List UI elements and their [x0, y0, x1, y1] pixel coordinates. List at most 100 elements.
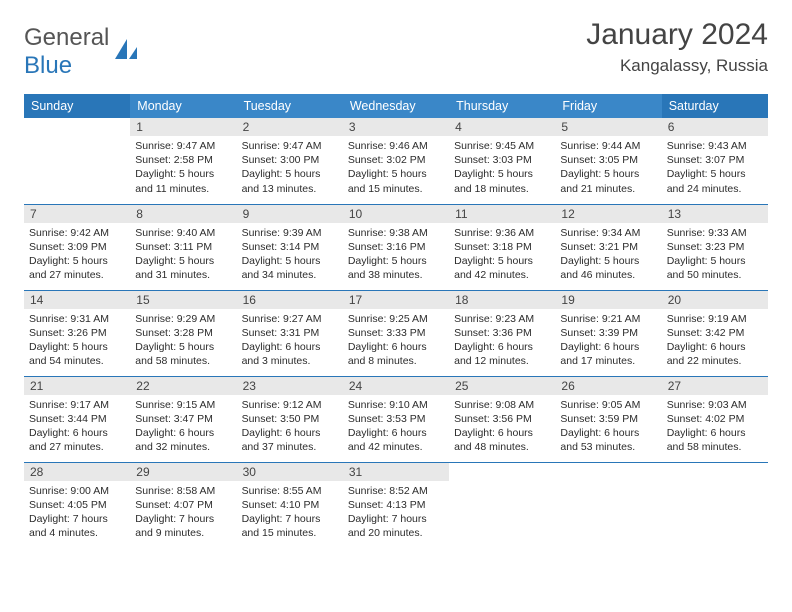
daylight-line: Daylight: 7 hours and 4 minutes. [29, 512, 125, 540]
sunset-line: Sunset: 3:09 PM [29, 240, 125, 254]
daylight-line: Daylight: 6 hours and 3 minutes. [242, 340, 338, 368]
calendar-cell: 13Sunrise: 9:33 AMSunset: 3:23 PMDayligh… [662, 204, 768, 290]
sunset-line: Sunset: 3:11 PM [135, 240, 231, 254]
daylight-line: Daylight: 6 hours and 48 minutes. [454, 426, 550, 454]
day-body: Sunrise: 8:52 AMSunset: 4:13 PMDaylight:… [343, 481, 449, 545]
day-number: 17 [343, 291, 449, 309]
sunrise-line: Sunrise: 9:44 AM [560, 139, 656, 153]
calendar-cell [449, 462, 555, 548]
sunrise-line: Sunrise: 9:05 AM [560, 398, 656, 412]
day-number: 11 [449, 205, 555, 223]
logo: General Blue [24, 18, 139, 80]
sunset-line: Sunset: 2:58 PM [135, 153, 231, 167]
daylight-line: Daylight: 5 hours and 31 minutes. [135, 254, 231, 282]
sunset-line: Sunset: 4:07 PM [135, 498, 231, 512]
sunset-line: Sunset: 3:44 PM [29, 412, 125, 426]
sunset-line: Sunset: 3:47 PM [135, 412, 231, 426]
daylight-line: Daylight: 6 hours and 58 minutes. [667, 426, 763, 454]
month-title: January 2024 [586, 18, 768, 52]
sunset-line: Sunset: 3:59 PM [560, 412, 656, 426]
day-body: Sunrise: 9:25 AMSunset: 3:33 PMDaylight:… [343, 309, 449, 373]
daylight-line: Daylight: 7 hours and 9 minutes. [135, 512, 231, 540]
day-body: Sunrise: 9:27 AMSunset: 3:31 PMDaylight:… [237, 309, 343, 373]
day-number: 18 [449, 291, 555, 309]
location: Kangalassy, Russia [586, 56, 768, 76]
daylight-line: Daylight: 6 hours and 32 minutes. [135, 426, 231, 454]
sunset-line: Sunset: 3:26 PM [29, 326, 125, 340]
day-body: Sunrise: 9:17 AMSunset: 3:44 PMDaylight:… [24, 395, 130, 459]
sunrise-line: Sunrise: 9:21 AM [560, 312, 656, 326]
calendar-cell: 5Sunrise: 9:44 AMSunset: 3:05 PMDaylight… [555, 118, 661, 204]
calendar-cell: 2Sunrise: 9:47 AMSunset: 3:00 PMDaylight… [237, 118, 343, 204]
daylight-line: Daylight: 6 hours and 53 minutes. [560, 426, 656, 454]
calendar-cell: 31Sunrise: 8:52 AMSunset: 4:13 PMDayligh… [343, 462, 449, 548]
sunrise-line: Sunrise: 9:03 AM [667, 398, 763, 412]
calendar-cell: 11Sunrise: 9:36 AMSunset: 3:18 PMDayligh… [449, 204, 555, 290]
day-body: Sunrise: 9:38 AMSunset: 3:16 PMDaylight:… [343, 223, 449, 287]
weekday-thursday: Thursday [449, 94, 555, 118]
day-body: Sunrise: 9:34 AMSunset: 3:21 PMDaylight:… [555, 223, 661, 287]
daylight-line: Daylight: 5 hours and 38 minutes. [348, 254, 444, 282]
sunrise-line: Sunrise: 8:55 AM [242, 484, 338, 498]
daylight-line: Daylight: 5 hours and 27 minutes. [29, 254, 125, 282]
calendar-cell: 17Sunrise: 9:25 AMSunset: 3:33 PMDayligh… [343, 290, 449, 376]
day-body: Sunrise: 9:19 AMSunset: 3:42 PMDaylight:… [662, 309, 768, 373]
day-body: Sunrise: 9:45 AMSunset: 3:03 PMDaylight:… [449, 136, 555, 200]
calendar-cell: 9Sunrise: 9:39 AMSunset: 3:14 PMDaylight… [237, 204, 343, 290]
calendar-cell: 14Sunrise: 9:31 AMSunset: 3:26 PMDayligh… [24, 290, 130, 376]
sunrise-line: Sunrise: 9:36 AM [454, 226, 550, 240]
daylight-line: Daylight: 6 hours and 12 minutes. [454, 340, 550, 368]
daylight-line: Daylight: 5 hours and 24 minutes. [667, 167, 763, 195]
day-body: Sunrise: 9:29 AMSunset: 3:28 PMDaylight:… [130, 309, 236, 373]
day-body: Sunrise: 9:36 AMSunset: 3:18 PMDaylight:… [449, 223, 555, 287]
daylight-line: Daylight: 7 hours and 20 minutes. [348, 512, 444, 540]
sunrise-line: Sunrise: 8:58 AM [135, 484, 231, 498]
calendar-cell: 25Sunrise: 9:08 AMSunset: 3:56 PMDayligh… [449, 376, 555, 462]
calendar-row: 14Sunrise: 9:31 AMSunset: 3:26 PMDayligh… [24, 290, 768, 376]
day-number: 12 [555, 205, 661, 223]
sunset-line: Sunset: 3:16 PM [348, 240, 444, 254]
day-number: 29 [130, 463, 236, 481]
daylight-line: Daylight: 6 hours and 37 minutes. [242, 426, 338, 454]
sunrise-line: Sunrise: 9:45 AM [454, 139, 550, 153]
calendar-cell: 10Sunrise: 9:38 AMSunset: 3:16 PMDayligh… [343, 204, 449, 290]
day-number: 7 [24, 205, 130, 223]
sunset-line: Sunset: 4:13 PM [348, 498, 444, 512]
sunset-line: Sunset: 3:05 PM [560, 153, 656, 167]
calendar-cell: 16Sunrise: 9:27 AMSunset: 3:31 PMDayligh… [237, 290, 343, 376]
sunset-line: Sunset: 3:50 PM [242, 412, 338, 426]
day-number: 21 [24, 377, 130, 395]
day-number: 15 [130, 291, 236, 309]
day-number: 24 [343, 377, 449, 395]
day-number: 5 [555, 118, 661, 136]
sunrise-line: Sunrise: 9:40 AM [135, 226, 231, 240]
sunrise-line: Sunrise: 9:19 AM [667, 312, 763, 326]
day-number: 23 [237, 377, 343, 395]
day-number: 31 [343, 463, 449, 481]
calendar-cell: 29 Sunrise: 8:58 AMSunset: 4:07 PMDayligh… [130, 462, 236, 548]
sunset-line: Sunset: 3:21 PM [560, 240, 656, 254]
day-number: 4 [449, 118, 555, 136]
day-number: 2 [237, 118, 343, 136]
calendar-cell: 6Sunrise: 9:43 AMSunset: 3:07 PMDaylight… [662, 118, 768, 204]
calendar-cell: 4Sunrise: 9:45 AMSunset: 3:03 PMDaylight… [449, 118, 555, 204]
sunset-line: Sunset: 3:33 PM [348, 326, 444, 340]
day-body: Sunrise: 9:21 AMSunset: 3:39 PMDaylight:… [555, 309, 661, 373]
calendar-cell: 23Sunrise: 9:12 AMSunset: 3:50 PMDayligh… [237, 376, 343, 462]
calendar-row: 28Sunrise: 9:00 AMSunset: 4:05 PMDayligh… [24, 462, 768, 548]
daylight-line: Daylight: 5 hours and 50 minutes. [667, 254, 763, 282]
day-body: Sunrise: 9:08 AMSunset: 3:56 PMDaylight:… [449, 395, 555, 459]
day-number: 3 [343, 118, 449, 136]
calendar-row: 1Sunrise: 9:47 AMSunset: 2:58 PMDaylight… [24, 118, 768, 204]
sunrise-line: Sunrise: 9:39 AM [242, 226, 338, 240]
sunset-line: Sunset: 4:10 PM [242, 498, 338, 512]
calendar-cell: 15Sunrise: 9:29 AMSunset: 3:28 PMDayligh… [130, 290, 236, 376]
calendar-cell: 12Sunrise: 9:34 AMSunset: 3:21 PMDayligh… [555, 204, 661, 290]
calendar-cell: 20Sunrise: 9:19 AMSunset: 3:42 PMDayligh… [662, 290, 768, 376]
calendar-cell [662, 462, 768, 548]
sunrise-line: Sunrise: 9:47 AM [135, 139, 231, 153]
sunset-line: Sunset: 3:36 PM [454, 326, 550, 340]
day-number: 6 [662, 118, 768, 136]
calendar-table: Sunday Monday Tuesday Wednesday Thursday… [24, 94, 768, 548]
day-body: Sunrise: 9:42 AMSunset: 3:09 PMDaylight:… [24, 223, 130, 287]
